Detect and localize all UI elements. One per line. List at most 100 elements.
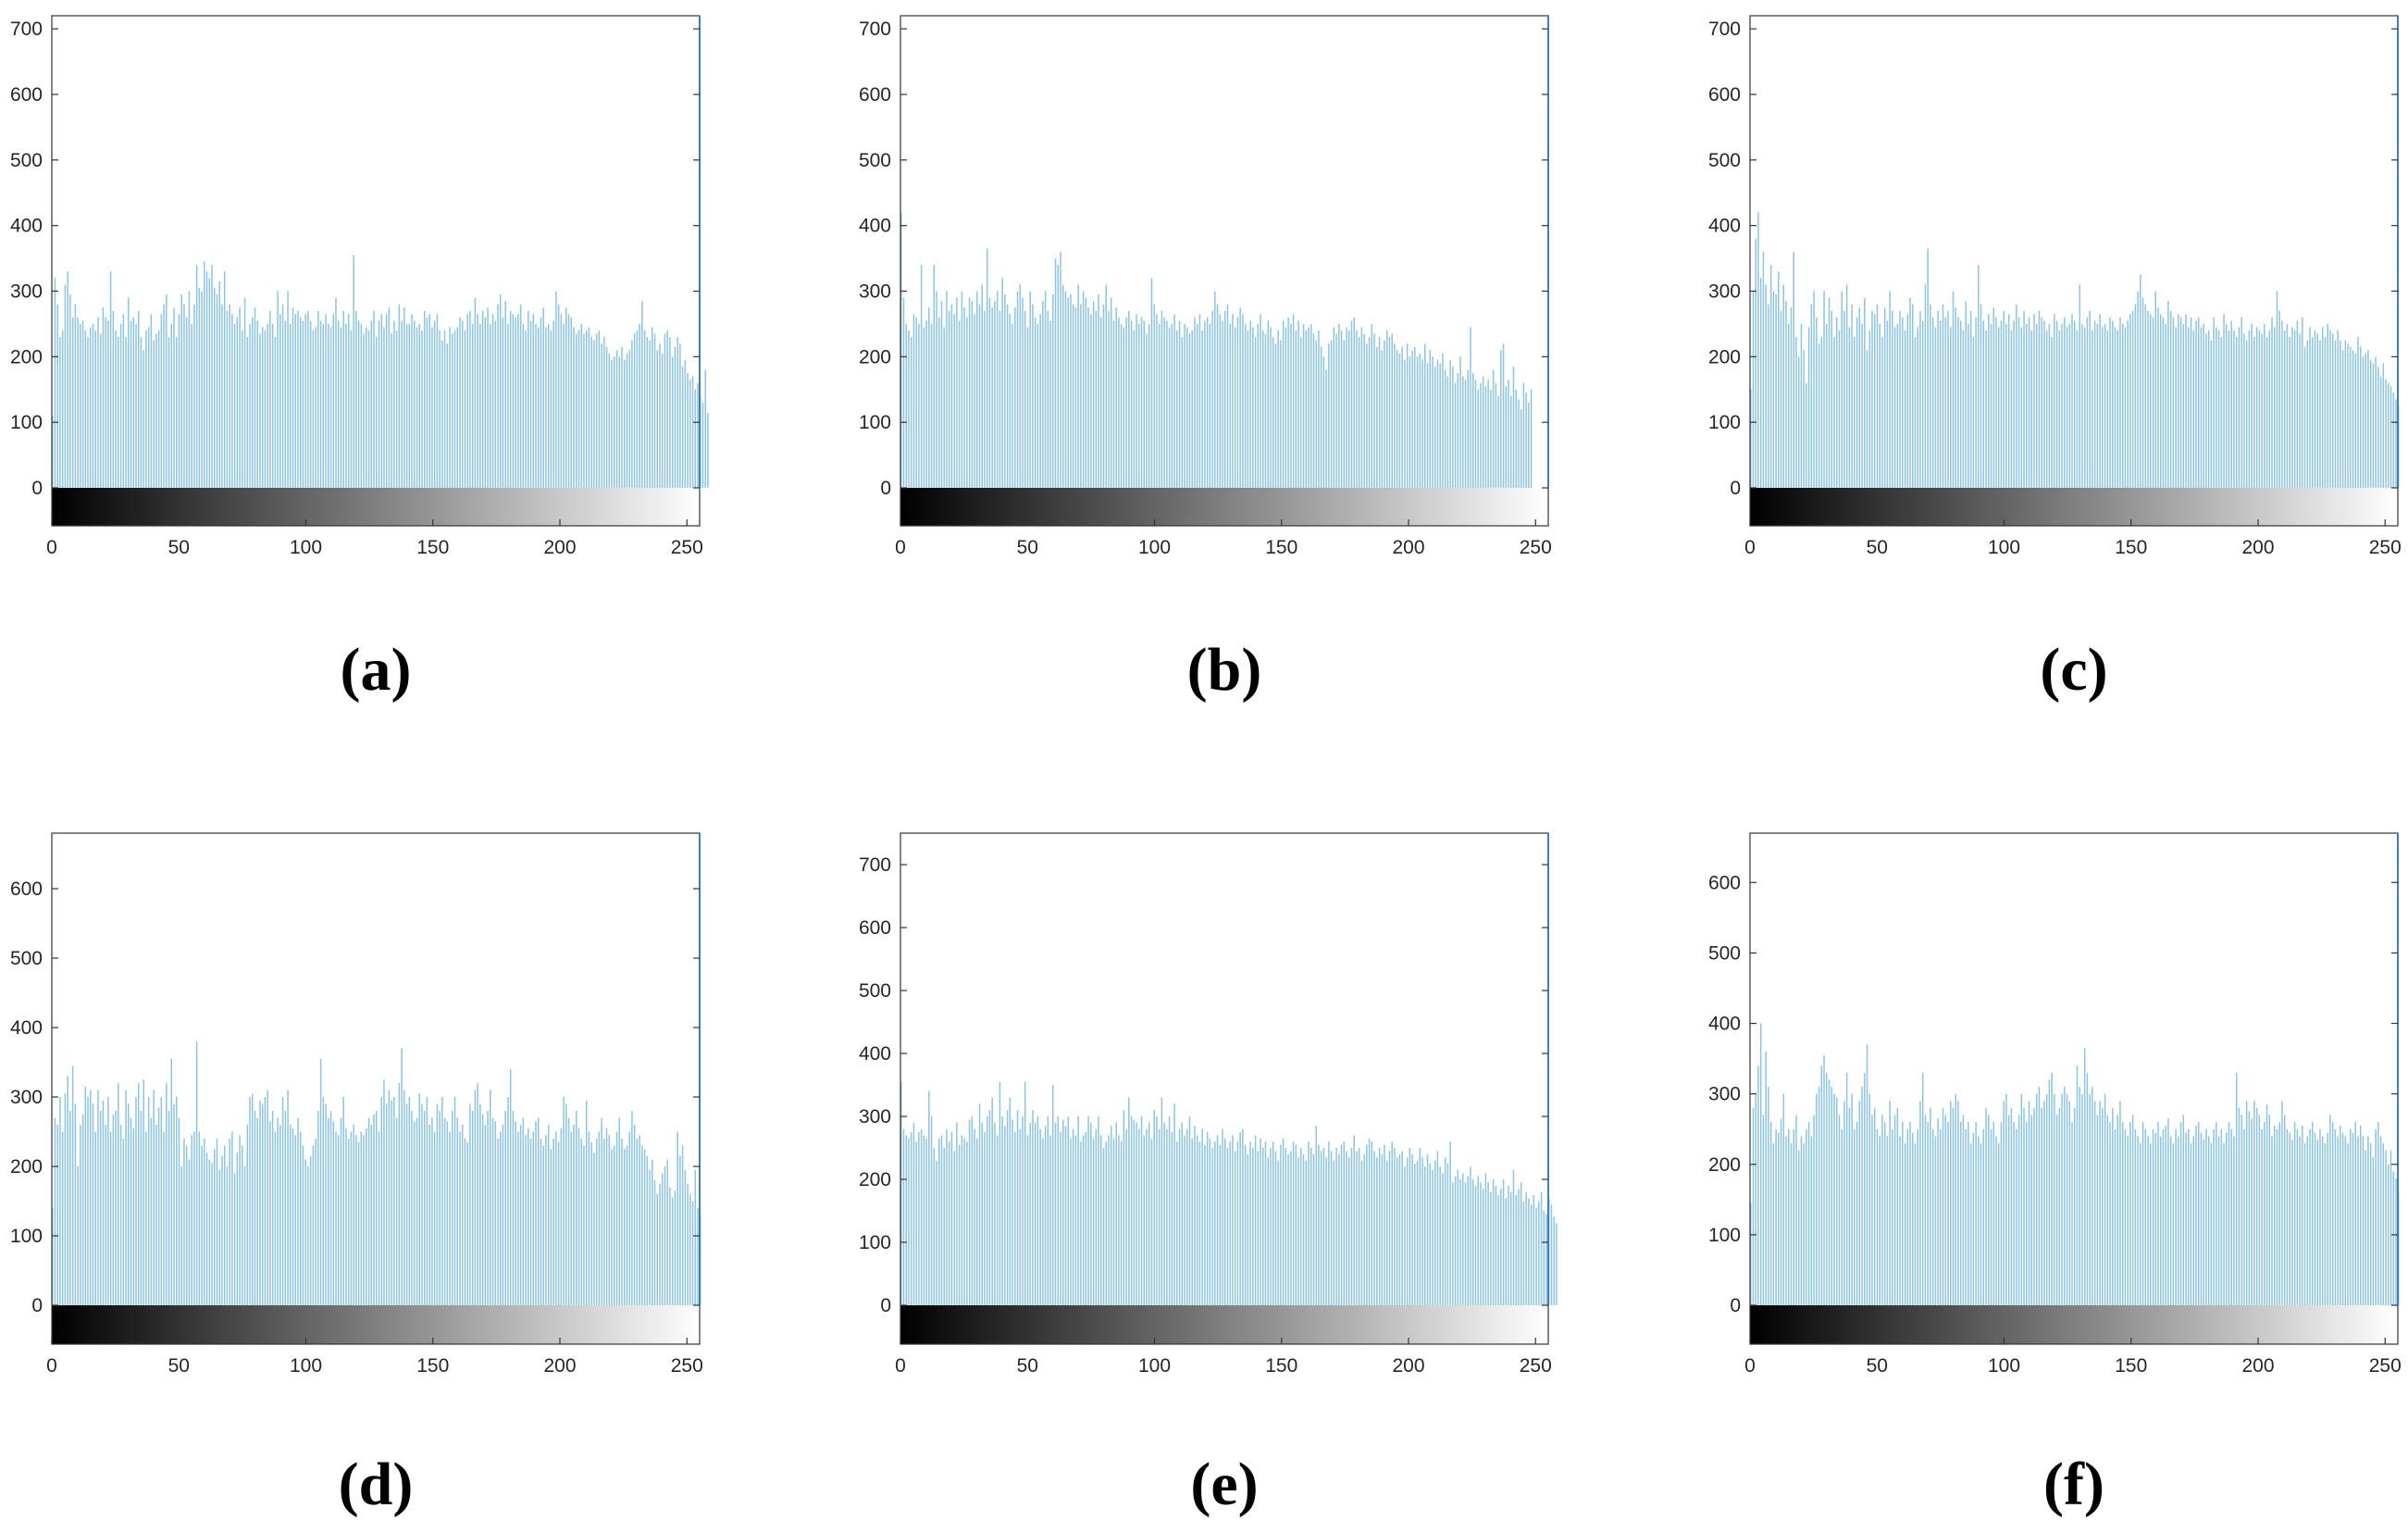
histogram-bar <box>538 1117 540 1305</box>
histogram-bar <box>2016 1128 2017 1305</box>
histogram-bar <box>1484 386 1487 488</box>
histogram-bar <box>1841 1128 1843 1305</box>
histogram-bar <box>1520 1182 1522 1305</box>
y-tick-label: 700 <box>1708 19 1741 40</box>
y-tick-label: 100 <box>1708 1225 1741 1246</box>
histogram-bar <box>92 1103 94 1305</box>
y-tick-label: 200 <box>1708 346 1741 368</box>
histogram-bar <box>2030 1115 2033 1305</box>
histogram-bar <box>90 1090 92 1305</box>
histogram-bar <box>2382 363 2385 488</box>
histogram-bar <box>2112 320 2114 489</box>
histogram-bar <box>1464 1182 1467 1305</box>
histogram-bar <box>1856 1122 1858 1305</box>
y-tick-label: 0 <box>880 478 891 499</box>
y-tick-label: 500 <box>859 980 891 1002</box>
histogram-bar <box>1452 1182 1454 1305</box>
x-tick-label: 50 <box>168 537 190 558</box>
histogram-bar <box>2240 1115 2242 1305</box>
histogram-bar <box>332 314 335 488</box>
histogram-bar <box>689 380 691 489</box>
histogram-bar <box>938 1138 940 1305</box>
histogram-bar <box>2144 1128 2147 1305</box>
histogram-bar <box>631 1111 633 1305</box>
histogram-bar <box>930 323 933 488</box>
histogram-bar <box>1806 382 1807 488</box>
histogram-bar <box>961 291 963 488</box>
histogram-bar <box>1497 395 1499 488</box>
histogram-bar <box>2302 317 2303 488</box>
histogram-bar <box>2129 314 2131 488</box>
histogram-bar <box>605 346 608 488</box>
histogram-bar <box>350 330 353 488</box>
histogram-bar <box>1931 1128 1934 1305</box>
histogram-bar <box>902 1128 905 1305</box>
histogram-bar <box>1944 1115 1947 1305</box>
histogram-bar <box>1032 1110 1034 1305</box>
histogram-bar <box>563 323 565 488</box>
histogram-bar <box>1487 380 1489 489</box>
histogram-bar <box>431 1117 433 1305</box>
histogram-bar <box>639 323 640 488</box>
histogram-bar <box>1429 1164 1431 1305</box>
histogram-bar <box>966 1141 968 1305</box>
histogram-bar <box>1356 330 1358 488</box>
histogram-bar <box>168 1111 170 1305</box>
histogram-bar <box>52 1208 54 1305</box>
histogram-bar <box>2005 1093 2007 1305</box>
histogram-bar <box>494 1121 497 1305</box>
histogram-bar <box>1462 1173 1464 1305</box>
histogram-bar <box>974 1128 975 1305</box>
histogram-bar <box>1866 1044 1868 1305</box>
histogram-bar <box>590 337 592 488</box>
histogram-bar <box>1843 1101 1845 1305</box>
histogram-bar <box>302 1145 304 1305</box>
histogram-bar <box>1047 1116 1049 1305</box>
histogram-bar <box>388 307 391 488</box>
histogram-bar <box>319 1058 322 1305</box>
histogram-bar <box>1813 1115 1815 1305</box>
histogram-bar <box>1060 1132 1061 1305</box>
histogram-bar <box>1518 399 1520 489</box>
histogram-bar <box>1290 1151 1292 1305</box>
histogram-bar <box>347 1139 350 1305</box>
histogram-bar <box>277 291 279 488</box>
histogram-bar <box>1432 1169 1434 1305</box>
histogram-bar <box>332 1121 335 1305</box>
histogram-bar <box>2003 310 2005 488</box>
histogram-bar <box>515 1121 516 1305</box>
histogram-bar <box>1249 1141 1251 1305</box>
histogram-bar <box>984 310 986 488</box>
histogram-bar <box>649 340 651 489</box>
histogram-bar <box>2251 323 2253 488</box>
histogram-bar <box>512 314 515 488</box>
histogram-bar <box>671 1197 674 1305</box>
histogram-bar <box>264 330 267 488</box>
histogram-bar <box>659 343 661 488</box>
histogram-bar <box>2200 1132 2203 1305</box>
histogram-bar <box>2035 1093 2038 1305</box>
histogram-bar <box>54 1117 56 1305</box>
x-tick-label: 50 <box>1017 1355 1038 1377</box>
histogram-bar <box>140 337 143 488</box>
histogram-bar <box>694 1169 697 1305</box>
x-tick-label: 50 <box>1867 1355 1888 1377</box>
x-tick-label: 250 <box>671 537 703 558</box>
histogram-bar <box>2299 1136 2301 1305</box>
histogram-bar <box>1930 1107 1931 1305</box>
histogram-bar <box>1497 1195 1499 1305</box>
histogram-bar <box>2195 320 2197 489</box>
x-tick-label: 100 <box>290 537 322 558</box>
histogram-bar <box>2210 340 2213 489</box>
histogram-bar <box>452 333 453 488</box>
histogram-bar <box>2054 1093 2055 1305</box>
histogram-bar <box>2331 333 2334 488</box>
histogram-bar <box>1879 1136 1880 1305</box>
histogram-bar <box>611 359 613 489</box>
histogram-bar <box>1090 1122 1092 1305</box>
histogram-bar <box>1320 1151 1322 1305</box>
histogram-bar <box>1325 1157 1327 1305</box>
histogram-bar <box>2010 330 2013 488</box>
histogram-bar <box>1012 1119 1013 1305</box>
histogram-bar <box>109 271 112 488</box>
